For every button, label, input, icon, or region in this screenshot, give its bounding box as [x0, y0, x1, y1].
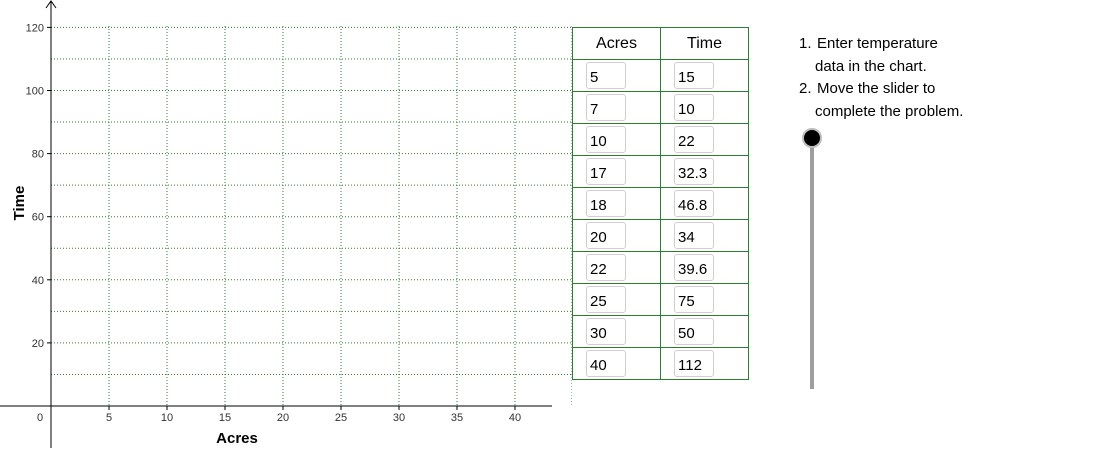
- instructions: 1. Enter temperature data in the chart. 2…: [799, 33, 963, 123]
- vertical-slider[interactable]: [801, 126, 823, 392]
- time-input[interactable]: [674, 350, 714, 377]
- time-input[interactable]: [674, 94, 714, 121]
- x-tick-label: 15: [219, 412, 231, 424]
- x-tick-label: 35: [451, 412, 463, 424]
- step-number: 1.: [799, 35, 812, 52]
- acres-cell: [572, 251, 661, 284]
- x-axis-label: Acres: [216, 430, 258, 447]
- table-header-row: Acres Time: [572, 27, 749, 60]
- y-tick-label: 100: [26, 86, 44, 98]
- y-tick-label: 120: [26, 22, 44, 34]
- table-row: [572, 187, 749, 220]
- acres-input[interactable]: [586, 350, 626, 377]
- acres-cell: [572, 315, 661, 348]
- table-row: [572, 315, 749, 348]
- table-row: [572, 91, 749, 124]
- time-cell: [660, 155, 749, 188]
- graph-plot: 0 5 10 15 20 25 30 35 40 20 40 60 80 100 120 Acres Time: [0, 0, 572, 448]
- step-text-continued: data in the chart.: [815, 57, 927, 75]
- time-cell: [660, 59, 749, 92]
- step-text-continued: complete the problem.: [815, 102, 964, 120]
- time-input[interactable]: [674, 158, 714, 185]
- table-row: [572, 283, 749, 316]
- y-tick-label: 60: [32, 212, 44, 224]
- acres-cell: [572, 283, 661, 316]
- instruction-step-2: 2. Move the slider to complete the proble…: [799, 78, 963, 123]
- time-cell: [660, 91, 749, 124]
- time-input[interactable]: [674, 318, 714, 345]
- step-text: Move the slider to: [817, 80, 936, 97]
- acres-input[interactable]: [586, 254, 626, 281]
- time-cell: [660, 251, 749, 284]
- acres-cell: [572, 347, 661, 380]
- x-tick-label: 10: [161, 412, 173, 424]
- acres-cell: [572, 187, 661, 220]
- time-input[interactable]: [674, 126, 714, 153]
- instruction-step-1: 1. Enter temperature data in the chart.: [799, 33, 963, 78]
- acres-input[interactable]: [586, 222, 626, 249]
- step-number: 2.: [799, 80, 812, 97]
- time-cell: [660, 187, 749, 220]
- acres-cell: [572, 219, 661, 252]
- x-tick-label: 40: [509, 412, 521, 424]
- x-tick-label: 20: [277, 412, 289, 424]
- y-tick-label: 40: [32, 275, 44, 287]
- time-input[interactable]: [674, 190, 714, 217]
- slider-track[interactable]: [810, 136, 814, 389]
- acres-cell: [572, 59, 661, 92]
- column-header-acres: Acres: [572, 27, 661, 60]
- y-axis-arrow: [45, 0, 57, 9]
- table-row: [572, 251, 749, 284]
- y-axis-label: Time: [11, 186, 28, 221]
- column-header-time: Time: [660, 27, 749, 60]
- time-cell: [660, 315, 749, 348]
- table-row: [572, 123, 749, 156]
- x-tick-label: 30: [393, 412, 405, 424]
- time-input[interactable]: [674, 62, 714, 89]
- time-cell: [660, 219, 749, 252]
- time-input[interactable]: [674, 222, 714, 249]
- slider-thumb[interactable]: [802, 128, 822, 148]
- acres-input[interactable]: [586, 190, 626, 217]
- y-tick-label: 80: [32, 149, 44, 161]
- x-tick-label: 25: [335, 412, 347, 424]
- x-tick-label: 0: [37, 412, 43, 424]
- acres-input[interactable]: [586, 286, 626, 313]
- x-tick-label: 5: [106, 412, 112, 424]
- time-cell: [660, 123, 749, 156]
- time-cell: [660, 347, 749, 380]
- table-row: [572, 219, 749, 252]
- acres-cell: [572, 91, 661, 124]
- y-tick-label: 20: [32, 338, 44, 350]
- acres-input[interactable]: [586, 158, 626, 185]
- time-cell: [660, 283, 749, 316]
- time-input[interactable]: [674, 286, 714, 313]
- acres-cell: [572, 155, 661, 188]
- table-row: [572, 59, 749, 92]
- acres-input[interactable]: [586, 126, 626, 153]
- time-input[interactable]: [674, 254, 714, 281]
- acres-cell: [572, 123, 661, 156]
- acres-input[interactable]: [586, 94, 626, 121]
- acres-input[interactable]: [586, 318, 626, 345]
- table-row: [572, 347, 749, 380]
- step-text: Enter temperature: [817, 35, 938, 52]
- acres-input[interactable]: [586, 62, 626, 89]
- data-table: Acres Time: [572, 27, 749, 380]
- table-row: [572, 155, 749, 188]
